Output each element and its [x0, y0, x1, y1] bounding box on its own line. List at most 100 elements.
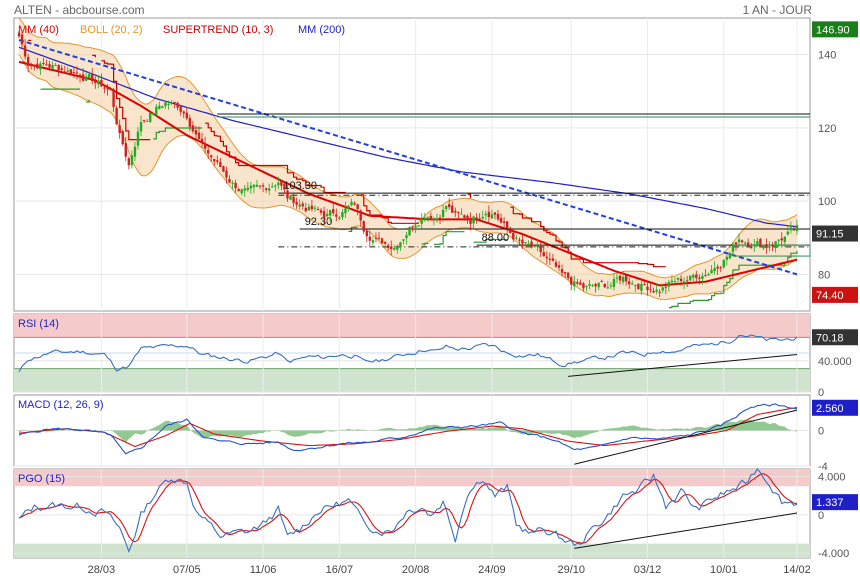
- x-tick-label-2: 11/06: [250, 564, 277, 576]
- candle-body-247: [771, 244, 774, 247]
- candle-body-160: [505, 221, 509, 229]
- rsi-value-tag: 70.18: [816, 332, 844, 344]
- candle-body-178: [560, 269, 564, 273]
- pgo-y-tick-label-0: 4.000: [818, 472, 846, 484]
- x-tick-label-0: 28/03: [88, 564, 116, 576]
- candle-body-176: [554, 262, 558, 267]
- candle-body-125: [399, 242, 402, 248]
- candle-body-180: [566, 272, 570, 279]
- candle-body-161: [509, 227, 512, 233]
- candle-body-162: [512, 232, 515, 240]
- macd-title: MACD (12, 26, 9): [18, 399, 104, 411]
- pgo-value-tag: 1.337: [816, 497, 844, 509]
- supertrend-segment-213: [668, 250, 798, 309]
- candle-body-244: [762, 245, 765, 249]
- candle-body-119: [380, 238, 384, 244]
- candle-body-141: [447, 204, 451, 208]
- supertrend-segment-22: [86, 99, 90, 103]
- candle-body-206: [646, 286, 649, 290]
- candle-body-236: [737, 239, 741, 243]
- candle-body-1: [20, 34, 24, 45]
- candle-body-39: [136, 131, 140, 146]
- bollinger-lower-band: [18, 54, 798, 301]
- candle-body-245: [765, 244, 768, 248]
- candle-body-116: [371, 240, 375, 243]
- price-panel: [13, 17, 811, 312]
- candle-body-186: [585, 285, 588, 287]
- last-close-tag: 91.15: [816, 229, 844, 241]
- candle-body-127: [405, 235, 408, 239]
- candle-body-124: [396, 246, 399, 250]
- candle-body-75: [246, 187, 250, 190]
- candle-body-82: [267, 188, 271, 191]
- candle-body-43: [148, 112, 152, 122]
- candle-body-114: [365, 230, 369, 237]
- candle-body-27: [100, 79, 103, 87]
- candle-body-246: [768, 246, 771, 248]
- candle-body-5: [33, 64, 36, 66]
- candle-body-123: [393, 247, 396, 250]
- supertrend-segment-136: [433, 231, 465, 245]
- candle-body-167: [527, 243, 530, 245]
- candle-body-94: [304, 207, 307, 212]
- level-label-3: 88.00: [482, 232, 510, 244]
- candle-body-61: [203, 143, 207, 149]
- candle-body-226: [707, 273, 710, 276]
- candle-body-175: [551, 258, 555, 261]
- macd-value-tag: 2.560: [816, 403, 844, 415]
- rsi-y-tick-label-1: 0: [818, 387, 824, 399]
- candle-body-239: [746, 242, 750, 247]
- candle-body-135: [429, 215, 433, 220]
- candle-body-174: [548, 258, 552, 260]
- candle-body-192: [603, 283, 606, 288]
- supertrend-segment-112: [360, 194, 419, 224]
- x-tick-label-8: 10/01: [710, 564, 738, 576]
- candle-body-242: [756, 241, 759, 247]
- candle-body-201: [631, 283, 634, 285]
- candle-body-28: [103, 87, 106, 89]
- candle-body-115: [368, 236, 372, 241]
- chart-title: ALTEN - abcbourse.com: [14, 3, 145, 17]
- candle-body-163: [515, 237, 518, 239]
- candle-body-22: [84, 76, 88, 81]
- candle-body-164: [518, 239, 521, 241]
- candle-body-187: [588, 284, 591, 286]
- macd-line: [18, 403, 798, 455]
- candle-body-183: [576, 281, 579, 284]
- candle-body-136: [432, 218, 436, 220]
- candle-body-31: [112, 89, 115, 108]
- candle-body-121: [386, 245, 390, 249]
- candle-body-171: [539, 247, 542, 253]
- candle-body-91: [295, 201, 298, 205]
- candle-body-93: [301, 203, 304, 207]
- candle-body-227: [710, 269, 713, 274]
- candle-body-2: [23, 45, 27, 57]
- candle-body-118: [377, 237, 381, 239]
- candle-body-100: [322, 211, 326, 219]
- candle-body-243: [759, 238, 762, 247]
- candle-body-76: [249, 185, 253, 189]
- candle-body-131: [417, 225, 420, 227]
- candle-body-110: [353, 203, 356, 205]
- candle-body-194: [609, 285, 613, 287]
- candle-body-170: [536, 245, 539, 248]
- candle-body-210: [658, 291, 661, 293]
- candle-body-217: [679, 278, 683, 282]
- candle-body-133: [423, 217, 426, 220]
- candle-body-197: [618, 275, 622, 281]
- candle-body-0: [17, 32, 21, 37]
- candle-body-209: [655, 289, 658, 292]
- candle-body-152: [481, 216, 484, 219]
- candle-body-18: [72, 72, 76, 74]
- candle-body-51: [173, 102, 176, 104]
- candle-body-228: [713, 268, 716, 272]
- candle-body-154: [487, 211, 491, 218]
- legend-item-0: MM (40): [18, 24, 59, 36]
- candle-body-113: [362, 221, 365, 232]
- candle-body-199: [624, 275, 628, 282]
- candle-body-80: [261, 185, 265, 187]
- candle-body-72: [237, 189, 240, 192]
- price-y-tick-label-0: 80: [818, 269, 830, 281]
- pgo-y-tick-label-1: 0: [818, 510, 824, 522]
- candle-body-78: [255, 184, 259, 187]
